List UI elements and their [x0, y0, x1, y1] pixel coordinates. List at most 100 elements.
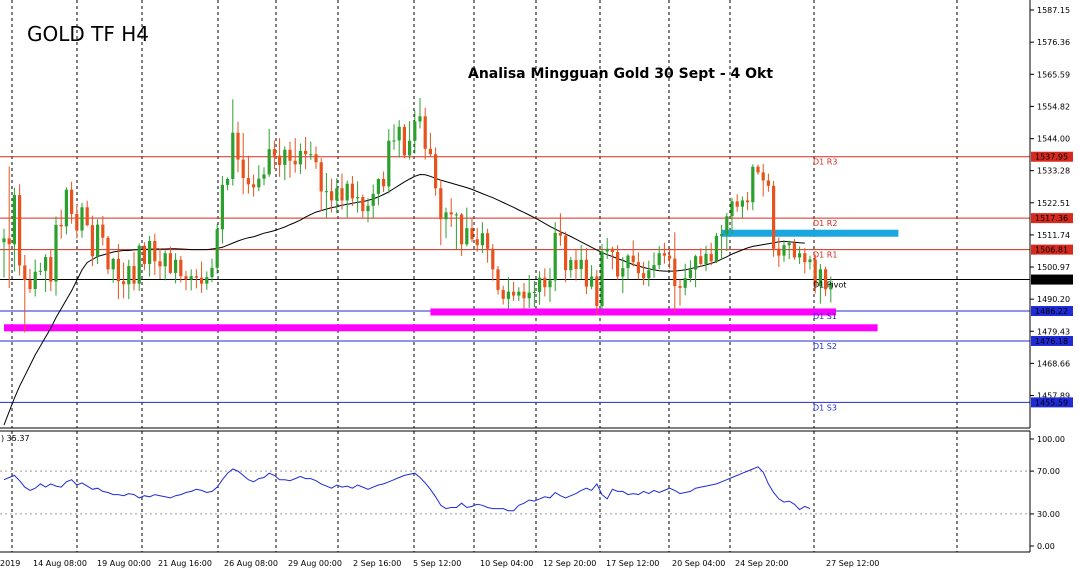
candle-body — [231, 132, 235, 179]
candle-body — [408, 140, 412, 156]
candle-body — [699, 256, 703, 264]
candle-body — [200, 277, 204, 284]
candle-body — [298, 150, 302, 165]
time-tick-label: 2 Sep 16:00 — [353, 559, 401, 568]
time-tick-label: 19 Aug 00:00 — [97, 559, 151, 568]
rsi-line — [3, 466, 811, 512]
candle-body — [220, 184, 224, 230]
candle-body — [574, 260, 578, 270]
candle-body — [101, 224, 105, 238]
candle-body — [818, 269, 822, 287]
price-tick-label: 1587.15 — [1037, 6, 1070, 15]
candle-body — [740, 200, 744, 207]
time-tick-label: 17 Sep 12:00 — [606, 559, 659, 568]
candle-body — [553, 232, 557, 281]
candle-body — [506, 291, 510, 299]
candle-body — [746, 200, 750, 203]
price-tag-label: 1455.59 — [1035, 398, 1068, 407]
candle-body — [314, 154, 318, 163]
price-tag-box — [1031, 244, 1073, 255]
candle-body — [496, 269, 500, 290]
candle-body — [241, 159, 245, 179]
candle-body — [501, 289, 505, 299]
zone-rectangle — [4, 324, 878, 332]
candle-body — [564, 235, 568, 271]
candle-body — [434, 154, 438, 189]
candle-body — [137, 245, 141, 284]
pivot-level-labels: D1 R3 D1 R2 D1 R1 D1 Pivot D1 S1 D1 S2 D1 S3 — [813, 158, 846, 413]
price-tag-box — [1031, 397, 1073, 408]
candle-body — [324, 191, 328, 193]
candle-body — [2, 238, 6, 243]
candle-body — [246, 178, 250, 185]
time-tick-label: 26 Aug 08:00 — [224, 559, 278, 568]
candle-body — [761, 172, 765, 181]
candle-body — [350, 183, 354, 199]
candle-body — [657, 253, 661, 266]
price-tag-label: 1476.18 — [1035, 337, 1068, 346]
candle-body — [777, 248, 781, 256]
candle-body — [813, 259, 817, 287]
candle-body — [257, 178, 261, 188]
candle-body — [148, 240, 152, 264]
candle-body — [527, 292, 531, 299]
candle-body — [371, 193, 375, 206]
candle-body — [85, 207, 89, 226]
time-tick-label: 12 Sep 20:00 — [543, 559, 596, 568]
candle-body — [787, 243, 791, 246]
candle-body — [33, 271, 37, 290]
moving-average-layer — [3, 173, 805, 426]
candle-body — [605, 248, 609, 252]
price-tick-label: 1522.51 — [1037, 199, 1070, 208]
candle-body — [309, 154, 313, 156]
chart-annotation: Analisa Mingguan Gold 30 Sept - 4 Okt — [468, 66, 773, 82]
candle-body — [704, 253, 708, 264]
rsi-tick-label: 70.00 — [1037, 467, 1060, 476]
candle-body — [730, 201, 734, 217]
candle-body — [44, 257, 48, 271]
candle-body — [366, 205, 370, 212]
candle-body — [205, 277, 209, 284]
candle-body — [127, 266, 131, 285]
time-tick-label: 29 Aug 00:00 — [288, 559, 342, 568]
candle-body — [252, 184, 256, 188]
candle-body — [23, 265, 27, 281]
price-tick-label: 1511.74 — [1037, 231, 1070, 240]
candle-body — [319, 162, 323, 192]
rsi-label: ) 35.37 — [1, 434, 30, 443]
candle-body — [330, 191, 334, 201]
candle-body — [470, 228, 474, 240]
candle-body — [475, 239, 479, 246]
candle-body — [293, 160, 297, 165]
candle-body — [428, 148, 432, 155]
vertical-grid — [11, 0, 958, 552]
candle-body — [361, 197, 365, 212]
time-tick-label: 20 Sep 04:00 — [672, 559, 725, 568]
candle-body — [486, 233, 490, 249]
candle-body — [636, 262, 640, 274]
candle-body — [335, 188, 339, 201]
rsi-axis-ticks: 100.00 70.00 30.00 0.00 — [1030, 435, 1065, 551]
time-tick-label: 27 Sep 12:00 — [826, 559, 879, 568]
pivot-label: D1 S2 — [813, 342, 837, 351]
price-tick-label: 1565.59 — [1037, 70, 1070, 79]
pivot-label: D1 R2 — [813, 219, 837, 228]
candle-body — [28, 280, 32, 290]
candle-body — [720, 234, 724, 236]
candle-body — [569, 260, 573, 271]
candle-body — [215, 229, 219, 268]
candle-body — [558, 232, 562, 236]
candle-body — [480, 233, 484, 246]
candle-body — [12, 195, 16, 245]
candle-body — [236, 132, 240, 160]
candle-body — [517, 291, 521, 296]
price-tag-label: 1506.81 — [1035, 246, 1068, 255]
price-axis-tags: 1537.95 1517.36 1506.81 1496.77 1486.22 1476.… — [1031, 151, 1073, 408]
candle-body — [122, 281, 126, 285]
candle-body — [668, 255, 672, 259]
candle-body — [465, 228, 469, 245]
candle-body — [621, 268, 625, 277]
candle-body — [512, 291, 516, 296]
candle-body — [168, 253, 172, 273]
candle-body — [678, 286, 682, 288]
